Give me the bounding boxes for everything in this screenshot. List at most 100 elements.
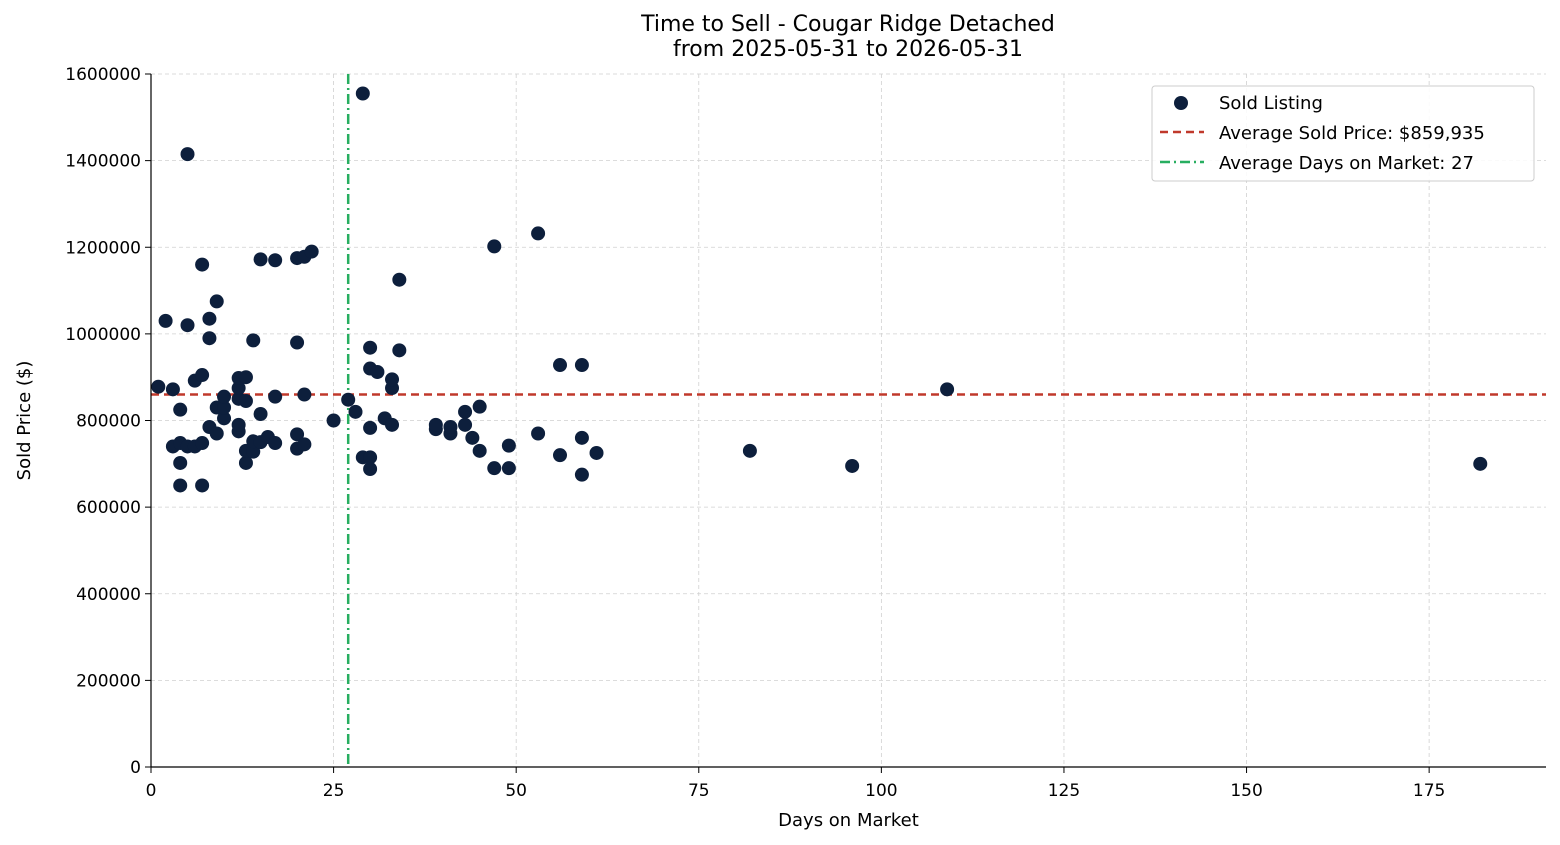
chart-title: Time to Sell - Cougar Ridge Detached fro… — [0, 12, 1560, 62]
legend: Sold Listing Average Sold Price: $859,93… — [1151, 85, 1535, 182]
data-point — [253, 252, 268, 267]
x-tick-label: 0 — [146, 781, 157, 801]
legend-box — [1151, 85, 1535, 182]
data-point — [363, 420, 378, 435]
data-point — [202, 311, 217, 326]
legend-marker-sold-listing — [1174, 96, 1188, 110]
data-point — [217, 389, 232, 404]
data-point — [574, 358, 589, 373]
y-tick-label: 0 — [130, 758, 141, 778]
x-tick-label: 125 — [1048, 781, 1080, 801]
data-point — [268, 253, 283, 268]
data-point — [202, 331, 217, 346]
data-point — [253, 407, 268, 422]
data-point — [151, 379, 166, 394]
x-tick-label: 50 — [505, 781, 527, 801]
reference-lines-layer — [151, 74, 1546, 767]
data-point — [304, 244, 319, 259]
legend-label-average-days: Average Days on Market: 27 — [1219, 153, 1474, 174]
points-layer — [151, 86, 1488, 493]
data-point — [1473, 456, 1488, 471]
data-point — [195, 436, 210, 451]
y-tick-label: 1400000 — [65, 152, 141, 172]
data-point — [531, 226, 546, 241]
data-point — [158, 313, 173, 328]
grid-layer — [150, 73, 1546, 768]
data-point — [297, 437, 312, 452]
data-point — [238, 370, 253, 385]
data-point — [501, 461, 516, 476]
data-point — [589, 445, 604, 460]
data-point — [385, 372, 400, 387]
data-point — [355, 86, 370, 101]
y-tick-label: 1600000 — [65, 65, 141, 85]
ticks-layer: 0 25 50 75 100 125 150 175 0 200000 400000 600000 80… — [65, 65, 1445, 801]
data-point — [180, 318, 195, 333]
data-point — [268, 389, 283, 404]
data-point — [195, 368, 210, 383]
chart-title-line: Time to Sell - Cougar Ridge Detached — [641, 12, 1055, 37]
y-tick-label: 400000 — [76, 585, 141, 605]
data-point — [326, 413, 341, 428]
data-point — [472, 399, 487, 414]
data-point — [209, 426, 224, 441]
y-tick-label: 200000 — [76, 671, 141, 691]
data-point — [370, 364, 385, 379]
data-point — [845, 458, 860, 473]
y-axis-label: Sold Price ($) — [14, 361, 35, 481]
data-point — [195, 478, 210, 493]
data-point — [553, 448, 568, 463]
data-point — [173, 402, 188, 417]
x-tick-label: 175 — [1413, 781, 1445, 801]
y-tick-label: 800000 — [76, 412, 141, 432]
data-point — [458, 404, 473, 419]
data-point — [531, 426, 546, 441]
data-point — [428, 417, 443, 432]
data-point — [574, 467, 589, 482]
data-point — [363, 450, 378, 465]
data-point — [392, 272, 407, 287]
data-point — [173, 455, 188, 470]
data-point — [217, 400, 232, 415]
data-point — [363, 340, 378, 355]
x-tick-label: 150 — [1230, 781, 1262, 801]
data-point — [487, 461, 502, 476]
y-tick-label: 1200000 — [65, 238, 141, 258]
x-tick-label: 25 — [323, 781, 345, 801]
data-point — [392, 343, 407, 358]
data-point — [348, 404, 363, 419]
data-point — [487, 239, 502, 254]
data-point — [238, 394, 253, 409]
data-point — [341, 392, 356, 407]
data-point — [290, 335, 305, 350]
data-point — [238, 455, 253, 470]
data-point — [180, 147, 195, 162]
data-point — [268, 436, 283, 451]
data-point — [246, 444, 261, 459]
data-point — [195, 257, 210, 272]
data-point — [297, 387, 312, 402]
data-point — [246, 333, 261, 348]
chart-subtitle-line: from 2025-05-31 to 2026-05-31 — [673, 37, 1023, 62]
data-point — [501, 438, 516, 453]
legend-label-sold-listing: Sold Listing — [1219, 93, 1323, 114]
data-point — [290, 427, 305, 442]
x-tick-label: 75 — [688, 781, 710, 801]
data-point — [472, 443, 487, 458]
data-point — [465, 430, 480, 445]
data-point — [742, 443, 757, 458]
data-point — [165, 382, 180, 397]
data-point — [231, 381, 246, 396]
data-point — [940, 382, 955, 397]
data-point — [574, 430, 589, 445]
y-tick-label: 1000000 — [65, 325, 141, 345]
data-point — [173, 478, 188, 493]
data-point — [443, 419, 458, 434]
data-point — [458, 417, 473, 432]
data-point — [217, 411, 232, 426]
legend-label-average-price: Average Sold Price: $859,935 — [1219, 123, 1485, 144]
y-tick-label: 600000 — [76, 498, 141, 518]
data-point — [209, 294, 224, 309]
data-point — [385, 417, 400, 432]
